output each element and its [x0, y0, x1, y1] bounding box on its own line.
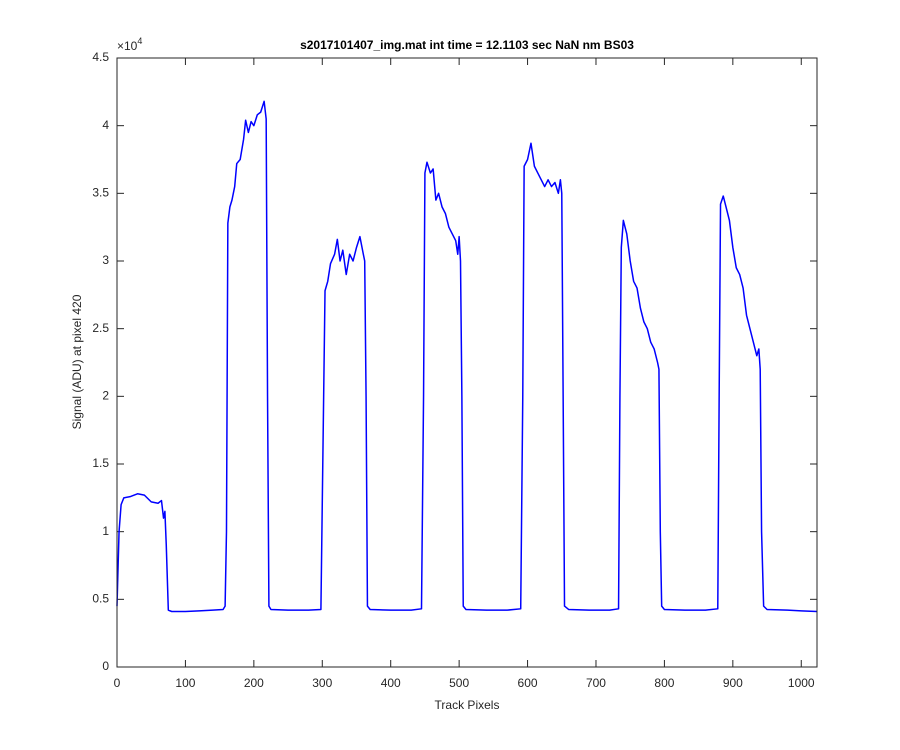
y-tick-label: 2.5 [92, 321, 109, 335]
y-tick-label: 4.5 [92, 50, 109, 64]
x-tick-label: 1000 [788, 676, 815, 690]
x-tick-label: 0 [114, 676, 121, 690]
x-tick-label: 900 [723, 676, 743, 690]
y-multiplier-base: ×10 [117, 39, 138, 53]
axes-box [116, 57, 818, 668]
y-multiplier-exponent: 4 [137, 36, 142, 46]
y-tick-label: 0 [102, 659, 109, 673]
x-axis-label: Track Pixels [435, 698, 500, 712]
plot-area [117, 58, 817, 667]
data-line [116, 100, 818, 613]
x-tick-label: 800 [654, 676, 674, 690]
y-tick-label: 1.5 [92, 456, 109, 470]
x-tick-label: 300 [312, 676, 332, 690]
x-tick-label: 400 [381, 676, 401, 690]
x-tick-label: 500 [449, 676, 469, 690]
y-multiplier: ×104 [117, 36, 142, 53]
y-axis-label: Signal (ADU) at pixel 420 [70, 294, 84, 429]
chart-title: s2017101407_img.mat int time = 12.1103 s… [300, 38, 634, 52]
y-tick-label: 3 [102, 253, 109, 267]
y-tick-label: 4 [102, 118, 109, 132]
x-tick-label: 600 [518, 676, 538, 690]
y-tick-label: 2 [102, 389, 109, 403]
x-tick-label: 700 [586, 676, 606, 690]
y-tick-label: 1 [102, 524, 109, 538]
x-tick-label: 200 [244, 676, 264, 690]
x-tick-label: 100 [175, 676, 195, 690]
y-tick-label: 3.5 [92, 186, 109, 200]
y-tick-label: 0.5 [92, 592, 109, 606]
